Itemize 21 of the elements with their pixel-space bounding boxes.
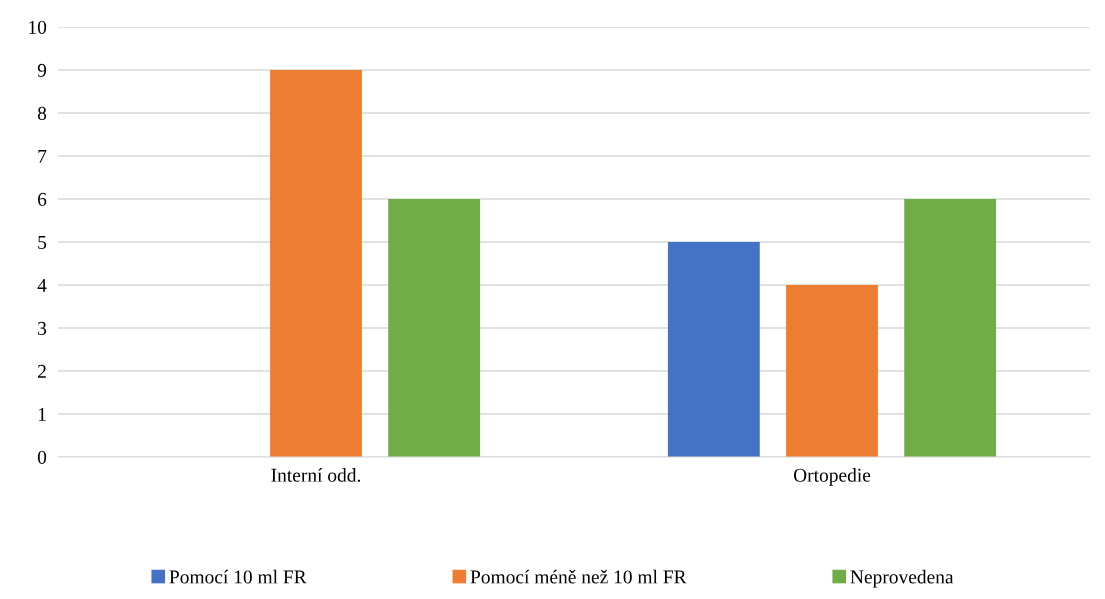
y-tick-label: 6 bbox=[38, 192, 47, 206]
y-tick-label: 8 bbox=[37, 106, 47, 120]
x-tick-label: Interní odd. bbox=[271, 468, 361, 482]
bar bbox=[388, 199, 481, 457]
bar bbox=[904, 199, 997, 457]
y-tick-label: 1 bbox=[38, 407, 46, 421]
legend-label: Pomocí 10 ml FR bbox=[169, 569, 307, 584]
y-tick-label: 0 bbox=[37, 450, 47, 464]
x-tick-label: Ortopedie bbox=[793, 468, 871, 486]
legend-label: Neprovedena bbox=[850, 569, 954, 588]
y-tick-label: 3 bbox=[38, 321, 47, 335]
bar bbox=[786, 285, 878, 457]
y-tick-label: 10 bbox=[29, 20, 47, 34]
bar bbox=[667, 242, 760, 457]
y-tick-label: 9 bbox=[37, 63, 47, 77]
y-tick-label: 2 bbox=[38, 364, 46, 378]
y-tick-label: 4 bbox=[37, 278, 47, 292]
y-tick-label: 5 bbox=[38, 236, 47, 249]
legend-label: Pomocí méně než 10 ml FR bbox=[470, 569, 687, 584]
bar bbox=[270, 70, 362, 457]
y-tick-label: 7 bbox=[38, 150, 47, 163]
